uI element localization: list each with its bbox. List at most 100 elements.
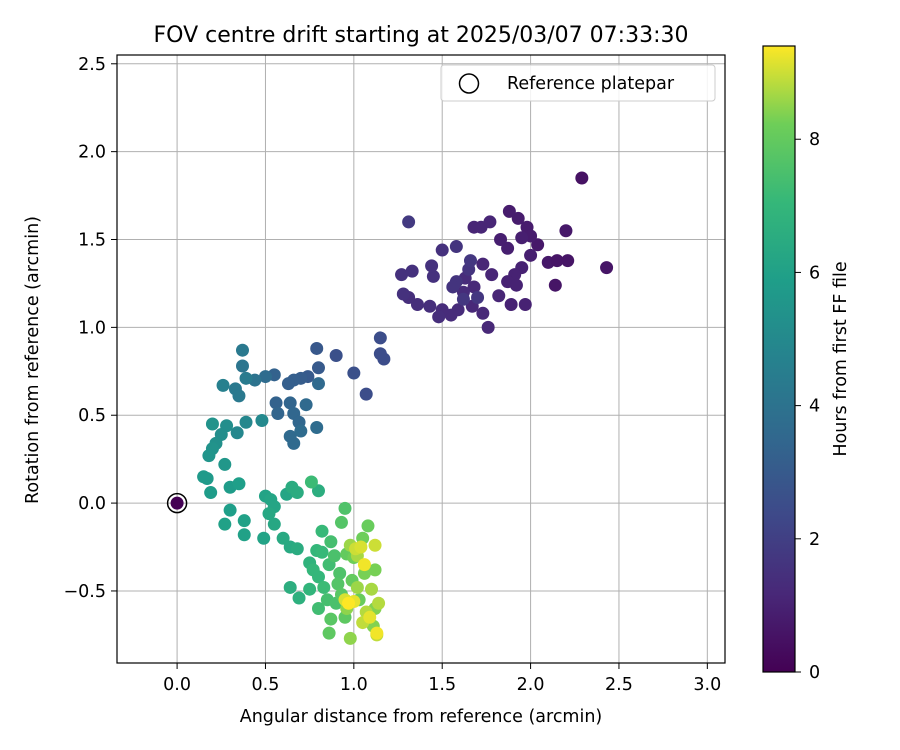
- data-point: [311, 570, 325, 584]
- data-point: [311, 602, 325, 616]
- data-point: [365, 582, 379, 596]
- data-point: [575, 171, 589, 185]
- data-point: [283, 580, 297, 594]
- data-point: [449, 240, 463, 254]
- chart-title: FOV centre drift starting at 2025/03/07 …: [154, 23, 689, 48]
- data-point: [267, 517, 281, 531]
- data-point: [509, 278, 523, 292]
- data-point: [342, 596, 356, 610]
- data-point: [322, 626, 336, 640]
- data-point: [329, 348, 343, 362]
- data-point: [204, 486, 218, 500]
- data-point: [373, 331, 387, 345]
- data-point: [269, 396, 283, 410]
- x-axis-label: Angular distance from reference (arcmin): [240, 707, 603, 727]
- data-point: [271, 406, 285, 420]
- data-point: [426, 269, 440, 283]
- data-point: [361, 519, 375, 533]
- data-point: [237, 528, 251, 542]
- data-point: [276, 531, 290, 545]
- data-point: [311, 361, 325, 375]
- data-point: [548, 278, 562, 292]
- y-tick-label: 2.5: [78, 55, 106, 75]
- data-point: [216, 378, 230, 392]
- data-point: [494, 233, 508, 247]
- data-point: [410, 298, 424, 312]
- data-point: [299, 398, 313, 412]
- y-tick-label: 0.0: [78, 494, 106, 514]
- data-point: [304, 475, 318, 489]
- y-tick-label: −0.5: [64, 582, 107, 602]
- y-tick-label: 1.5: [78, 231, 106, 251]
- colorbar-gradient: [762, 45, 796, 673]
- legend: Reference platepar: [440, 64, 716, 102]
- grid: [117, 55, 725, 663]
- data-point: [239, 415, 253, 429]
- data-point: [471, 290, 485, 304]
- y-axis-ticks: −0.5 0.0 0.5 1.0 1.5 2.0 2.5: [64, 55, 117, 602]
- data-point: [476, 257, 490, 271]
- data-point: [317, 580, 331, 594]
- plot-frame: [116, 54, 726, 664]
- data-point: [255, 414, 269, 428]
- data-point: [561, 254, 575, 268]
- data-point: [170, 496, 184, 510]
- data-point: [338, 501, 352, 515]
- data-point: [324, 535, 338, 549]
- legend-marker-icon: [458, 73, 480, 94]
- data-point: [396, 287, 410, 301]
- data-point: [501, 241, 515, 255]
- data-point: [373, 347, 387, 361]
- data-point: [347, 366, 361, 380]
- data-point: [235, 343, 249, 357]
- data-point: [310, 341, 324, 355]
- data-point: [531, 238, 545, 252]
- data-point: [218, 517, 232, 531]
- x-tick-label: 3.0: [693, 675, 721, 695]
- data-point: [327, 549, 341, 563]
- y-axis-label: Rotation from reference (arcmin): [23, 216, 43, 504]
- data-point: [232, 477, 246, 491]
- data-point: [257, 531, 271, 545]
- y-tick-label: 0.5: [78, 406, 106, 426]
- data-point: [350, 580, 364, 594]
- data-point: [550, 254, 564, 268]
- data-point: [485, 268, 499, 282]
- data-point: [311, 484, 325, 498]
- data-point: [405, 264, 419, 278]
- data-point: [518, 298, 532, 312]
- data-point: [324, 612, 338, 626]
- data-point: [230, 426, 244, 440]
- x-tick-label: 1.5: [428, 675, 456, 695]
- data-point: [223, 503, 237, 517]
- data-point: [402, 215, 416, 229]
- data-point: [423, 299, 437, 313]
- data-point: [331, 577, 345, 591]
- x-tick-label: 0.0: [163, 675, 191, 695]
- x-tick-label: 2.5: [605, 675, 633, 695]
- data-point: [290, 542, 304, 556]
- x-tick-label: 2.0: [517, 675, 545, 695]
- data-point: [370, 626, 384, 640]
- data-point: [481, 320, 495, 334]
- y-tick-label: 1.0: [78, 318, 106, 338]
- data-point: [368, 538, 382, 552]
- data-point: [600, 261, 614, 275]
- data-point: [467, 220, 481, 234]
- data-point: [218, 457, 232, 471]
- data-point: [334, 515, 348, 529]
- data-point: [359, 387, 373, 401]
- data-point: [456, 292, 470, 306]
- data-point: [395, 268, 409, 282]
- data-point: [200, 471, 214, 485]
- data-point: [357, 558, 371, 572]
- data-point: [511, 211, 525, 225]
- x-tick-label: 0.5: [252, 675, 280, 695]
- data-point: [237, 514, 251, 528]
- reference-platepar-marker: [166, 492, 188, 514]
- data-point: [232, 389, 246, 403]
- data-points: [170, 171, 614, 645]
- data-point: [287, 436, 301, 450]
- colorbar-tick-label: 2: [809, 530, 820, 550]
